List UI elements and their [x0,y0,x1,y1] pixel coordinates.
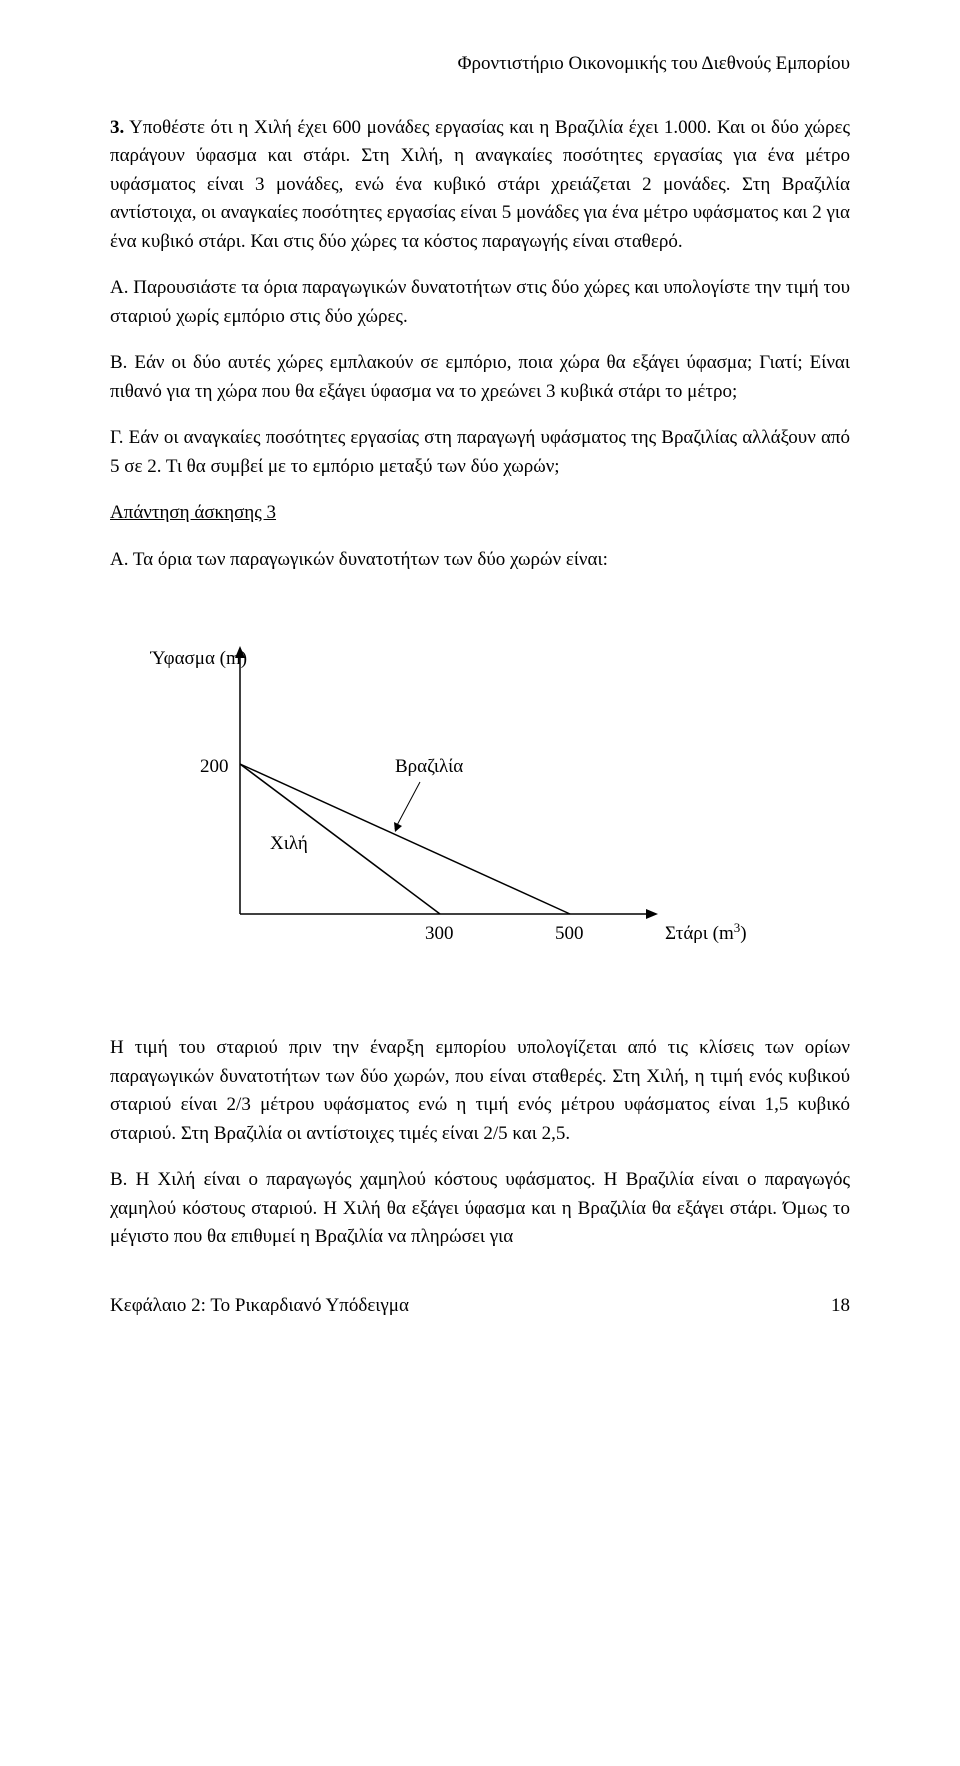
question-part-a: Α. Παρουσιάστε τα όρια παραγωγικών δυνατ… [110,274,850,331]
question-intro: 3. Υποθέστε ότι η Χιλή έχει 600 μονάδες … [110,114,850,257]
x-axis-arrow-icon [646,909,658,919]
answer-title: Απάντηση άσκησης 3 [110,499,850,528]
x-axis-label: Στάρι (m3) [665,920,747,945]
brazil-pointer-line [395,782,420,829]
question-part-c: Γ. Εάν οι αναγκαίες ποσότητες εργασίας σ… [110,424,850,481]
footer-page-number: 18 [831,1292,850,1321]
ppf-chart: Ύφασμα (m) 200 Βραζιλία Χιλή 300 500 Στά… [150,634,850,974]
y-tick-200: 200 [200,756,229,777]
answer-part-a-text: Η τιμή του σταριού πριν την έναρξη εμπορ… [110,1034,850,1148]
question-part-b: Β. Εάν οι δύο αυτές χώρες εμπλακούν σε ε… [110,349,850,406]
x-tick-500: 500 [555,923,584,944]
chart-svg: Ύφασμα (m) 200 Βραζιλία Χιλή 300 500 Στά… [150,634,750,974]
answer-part-b-text: Β. Η Χιλή είναι ο παραγωγός χαμηλού κόστ… [110,1166,850,1252]
x-tick-300: 300 [425,923,454,944]
answer-part-a-intro: Α. Τα όρια των παραγωγικών δυνατοτήτων τ… [110,546,850,575]
question-intro-text: Υποθέστε ότι η Χιλή έχει 600 μονάδες εργ… [110,117,850,252]
question-number: 3. [110,117,124,138]
chile-label: Χιλή [270,833,308,854]
page-footer: Κεφάλαιο 2: Το Ρικαρδιανό Υπόδειγμα 18 [110,1292,850,1321]
footer-chapter: Κεφάλαιο 2: Το Ρικαρδιανό Υπόδειγμα [110,1292,409,1321]
page-header: Φροντιστήριο Οικονομικής του Διεθνούς Εμ… [110,50,850,79]
y-axis-label: Ύφασμα (m) [150,648,247,669]
brazil-label: Βραζιλία [395,756,463,777]
